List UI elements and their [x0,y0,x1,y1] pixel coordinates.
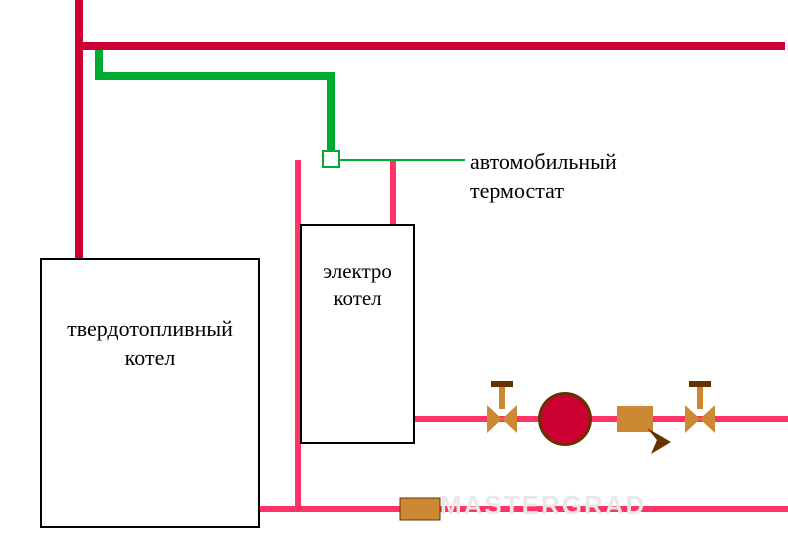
valve-right-icon [685,381,715,433]
thermostat-label: автомобильныйтермостат [470,148,670,205]
valve-left-icon [487,381,517,433]
solid-fuel-boiler-label: твердотопливныйкотел [55,315,245,372]
thermostat-box [322,150,340,168]
electric-boiler-box [300,224,415,444]
solid-fuel-boiler-box [40,258,260,528]
pipe-green-horizontal [95,72,335,80]
electric-boiler-label: электрокотел [310,258,405,313]
pipe-pink-horizontal-mid [390,416,788,422]
pipe-green-vertical-down [327,72,335,160]
pipe-red-vertical-left [75,0,83,260]
pipe-red-top-horizontal [75,42,785,50]
watermark-text: MASTERGRAD [440,490,646,521]
check-valve-icon [617,406,671,454]
